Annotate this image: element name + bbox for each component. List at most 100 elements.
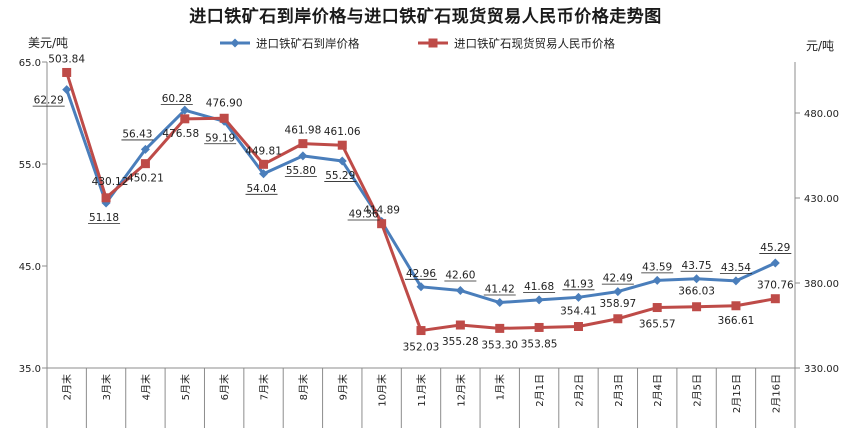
data-label: 54.04 (246, 183, 276, 195)
left-axis-tick-label: 35.0 (19, 364, 41, 375)
x-axis-category-label: 2月4日 (652, 374, 664, 407)
data-label: 41.68 (524, 281, 554, 293)
data-label: 414.89 (363, 205, 400, 217)
data-label: 461.06 (324, 126, 361, 138)
series-point-diamond (534, 295, 544, 305)
data-label: 430.12 (92, 176, 129, 188)
data-label: 353.85 (521, 338, 558, 350)
x-axis-category-label: 6月末 (218, 374, 231, 400)
series-point-diamond (495, 298, 505, 308)
data-label: 352.03 (403, 342, 440, 354)
x-axis-category-label: 10月末 (376, 374, 389, 407)
x-axis-category-label: 5月末 (179, 374, 192, 400)
data-label: 503.84 (48, 53, 85, 65)
data-label: 59.19 (205, 132, 235, 144)
series-point-diamond (652, 275, 662, 285)
data-label: 42.96 (406, 268, 436, 280)
x-axis-category-label: 2月2日 (573, 374, 585, 407)
x-axis-category-label: 4月末 (139, 374, 152, 400)
series-point-square (534, 322, 544, 332)
series-point-diamond (259, 169, 269, 179)
x-axis-category-label: 3月末 (100, 374, 113, 400)
legend-swatch-marker (230, 38, 240, 48)
series-point-diamond (337, 156, 347, 166)
series-point-square (652, 303, 662, 313)
x-axis-category-label: 12月末 (454, 374, 467, 407)
data-label: 42.60 (445, 269, 475, 281)
x-axis-category-label: 7月末 (258, 374, 271, 400)
legend-label: 进口铁矿石到岸价格 (256, 37, 360, 51)
x-axis-category-label: 2月3日 (613, 374, 625, 407)
series-point-diamond (770, 258, 780, 268)
data-label: 476.58 (162, 128, 199, 140)
series-point-square (416, 326, 426, 336)
right-axis-tick-label: 380.00 (804, 279, 839, 290)
data-label: 45.29 (760, 242, 790, 254)
series-point-square (455, 320, 465, 330)
data-label: 365.57 (639, 319, 676, 331)
x-axis-category-label: 8月末 (297, 374, 310, 400)
data-label: 60.28 (162, 93, 192, 105)
data-label: 49.36 (349, 209, 379, 221)
data-label: 354.41 (560, 306, 597, 318)
data-label: 51.18 (89, 212, 119, 224)
data-label: 450.21 (127, 173, 164, 185)
data-label: 55.29 (325, 170, 355, 182)
series-point-diamond (573, 292, 583, 302)
x-axis-category-label: 1月末 (494, 374, 507, 400)
chart-title: 进口铁矿石到岸价格与进口铁矿石现货贸易人民币价格走势图 (189, 7, 662, 27)
x-axis-category-label: 9月末 (336, 374, 349, 400)
series-point-diamond (692, 274, 702, 284)
series-point-square (731, 301, 741, 311)
legend: 进口铁矿石到岸价格 进口铁矿石现货贸易人民币价格 (220, 37, 615, 51)
data-label: 41.42 (485, 284, 515, 296)
series-point-square (219, 113, 229, 123)
x-axis-category-label: 11月末 (415, 374, 428, 407)
series-point-square (298, 139, 308, 149)
x-axis-category-label: 2月5日 (692, 374, 704, 407)
axes: 35.0 45.0 55.0 65.0 330.00 380.00 430.00 480.00… (19, 36, 839, 428)
data-label: 42.49 (603, 273, 633, 285)
series-point-square (613, 314, 623, 324)
left-axis-unit: 美元/吨 (28, 36, 68, 50)
data-label: 56.43 (122, 128, 152, 140)
left-axis-tick-label: 55.0 (19, 160, 41, 171)
series-point-diamond (731, 276, 741, 286)
series-point-square (573, 322, 583, 332)
data-label: 353.30 (481, 339, 518, 351)
legend-label: 进口铁矿石现货贸易人民币价格 (454, 37, 615, 51)
x-axis-category-label: 2月1日 (534, 374, 546, 407)
legend-swatch-marker (428, 38, 438, 48)
x-axis-category-label: 2月16日 (770, 374, 782, 413)
series-point-diamond (416, 282, 426, 292)
data-label: 358.97 (599, 298, 636, 310)
left-axis-tick-label: 45.0 (19, 262, 41, 273)
series-point-square (62, 67, 72, 77)
data-label: 43.75 (682, 260, 712, 272)
series-point-square (180, 114, 190, 124)
data-label: 370.76 (757, 280, 794, 292)
right-axis-tick-label: 480.00 (804, 109, 839, 120)
data-label: 461.98 (285, 125, 322, 137)
data-label: 55.80 (286, 165, 316, 177)
data-label: 355.28 (442, 336, 479, 348)
series-point-diamond (298, 151, 308, 161)
series-point-diamond (140, 144, 150, 154)
right-axis-unit: 元/吨 (806, 39, 834, 53)
right-axis-tick-label: 330.00 (804, 364, 839, 375)
data-label: 41.93 (563, 278, 593, 290)
left-axis-tick-label: 65.0 (19, 58, 41, 69)
x-axis-category-label: 2月末 (61, 374, 74, 400)
series-point-square (337, 140, 347, 150)
right-axis-tick-label: 430.00 (804, 194, 839, 205)
data-labels: 62.29 51.18 56.43 60.28 59.19 54.04 55.80 55.29… (32, 53, 794, 354)
data-label: 366.61 (718, 315, 755, 327)
series-point-square (259, 159, 269, 169)
series-layer (62, 67, 780, 336)
data-label: 43.54 (721, 262, 751, 274)
data-label: 476.90 (206, 97, 243, 109)
data-label: 449.81 (245, 145, 282, 157)
series-point-square (770, 294, 780, 304)
x-axis-category-label: 2月15日 (731, 374, 743, 413)
